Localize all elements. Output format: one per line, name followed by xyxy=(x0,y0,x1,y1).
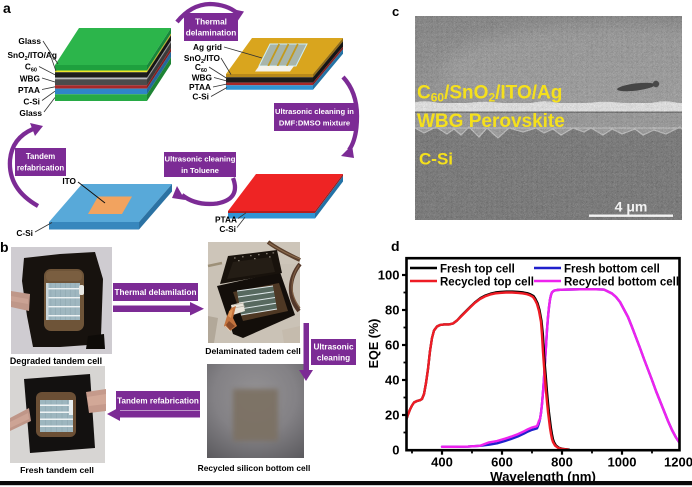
svg-text:DMF:DMSO mixture: DMF:DMSO mixture xyxy=(279,118,350,127)
svg-text:SnO2/ITO/Ag: SnO2/ITO/Ag xyxy=(8,50,57,62)
svg-text:Recycled silicon bottom cell: Recycled silicon bottom cell xyxy=(198,463,311,473)
svg-text:1200: 1200 xyxy=(664,455,692,470)
svg-text:Ultrasonic cleaning: Ultrasonic cleaning xyxy=(165,155,236,164)
svg-text:ITO: ITO xyxy=(62,176,76,186)
svg-text:60: 60 xyxy=(385,338,399,353)
svg-text:C-Si: C-Si xyxy=(192,92,209,102)
svg-text:Recycled bottom cell: Recycled bottom cell xyxy=(564,277,679,289)
svg-text:Ultrasonic: Ultrasonic xyxy=(313,342,353,351)
svg-text:20: 20 xyxy=(385,408,399,423)
svg-text:PTAA: PTAA xyxy=(189,82,211,92)
svg-text:400: 400 xyxy=(431,455,453,470)
svg-text:WBG: WBG xyxy=(20,74,40,84)
svg-text:Thermal delamilation: Thermal delamilation xyxy=(115,288,197,297)
svg-text:100: 100 xyxy=(378,268,400,283)
svg-text:C-Si: C-Si xyxy=(23,97,40,107)
svg-text:Delaminated tadem cell: Delaminated tadem cell xyxy=(205,346,301,356)
svg-text:Glass: Glass xyxy=(19,108,42,118)
svg-text:WBG: WBG xyxy=(192,73,212,83)
svg-text:C60/SnO2/ITO/Ag: C60/SnO2/ITO/Ag xyxy=(417,83,562,105)
svg-text:delamination: delamination xyxy=(186,29,237,38)
svg-text:Fresh bottom cell: Fresh bottom cell xyxy=(564,264,660,276)
svg-text:cleaning: cleaning xyxy=(317,354,350,363)
svg-text:4 μm: 4 μm xyxy=(615,199,648,215)
svg-text:PTAA: PTAA xyxy=(215,215,237,225)
svg-text:Glass: Glass xyxy=(18,36,41,46)
svg-text:d: d xyxy=(391,238,400,254)
svg-text:800: 800 xyxy=(551,455,573,470)
svg-text:C-Si: C-Si xyxy=(16,228,33,238)
svg-text:40: 40 xyxy=(385,373,399,388)
svg-text:Ag grid: Ag grid xyxy=(193,42,222,52)
svg-text:Fresh tandem cell: Fresh tandem cell xyxy=(20,465,94,475)
svg-text:C-Si: C-Si xyxy=(219,224,236,234)
svg-text:c: c xyxy=(392,4,399,19)
svg-text:1000: 1000 xyxy=(608,455,637,470)
svg-text:b: b xyxy=(0,239,9,255)
svg-text:Tandem: Tandem xyxy=(26,152,55,161)
svg-text:SnO2/ITO: SnO2/ITO xyxy=(184,53,221,65)
svg-text:WBG Perovskite: WBG Perovskite xyxy=(417,111,565,132)
svg-text:Ultrasonic cleaning in: Ultrasonic cleaning in xyxy=(275,107,354,116)
svg-text:Thermal: Thermal xyxy=(195,17,227,26)
svg-text:Recycled top cell: Recycled top cell xyxy=(440,277,534,289)
svg-text:a: a xyxy=(3,0,11,16)
svg-text:Fresh top cell: Fresh top cell xyxy=(440,264,515,276)
svg-text:C-Si: C-Si xyxy=(419,150,453,169)
svg-text:600: 600 xyxy=(491,455,513,470)
svg-text:refabrication: refabrication xyxy=(17,164,64,173)
svg-text:80: 80 xyxy=(385,303,399,318)
svg-text:Degraded tandem cell: Degraded tandem cell xyxy=(10,356,102,366)
svg-text:Wavelength (nm): Wavelength (nm) xyxy=(490,469,596,484)
svg-text:Tandem refabrication: Tandem refabrication xyxy=(117,396,199,405)
svg-text:in Toluene: in Toluene xyxy=(181,166,220,175)
svg-text:PTAA: PTAA xyxy=(18,85,40,95)
svg-text:EQE (%): EQE (%) xyxy=(367,319,381,369)
svg-text:0: 0 xyxy=(392,443,399,458)
